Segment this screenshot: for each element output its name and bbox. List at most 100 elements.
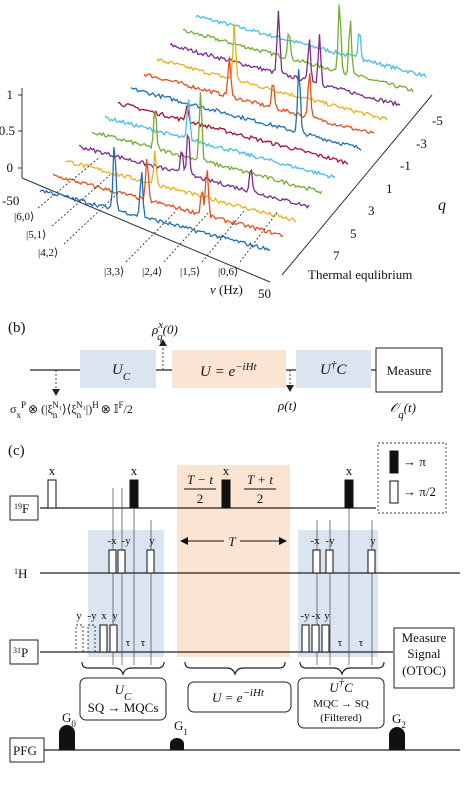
gradient-pulse: [59, 725, 75, 750]
pulse: [221, 479, 231, 509]
block-title: U†C: [329, 677, 353, 695]
pulse: [325, 549, 334, 574]
pulse: [129, 479, 139, 509]
q-tick-label: 1: [386, 181, 393, 196]
measure-label: Measure: [387, 363, 432, 378]
block-title: U = e−iHt: [212, 687, 265, 705]
brace: [184, 661, 286, 676]
u-label: U = e−iHt: [200, 361, 258, 380]
tau-label: τ: [359, 637, 364, 649]
nu-tick-label: -50: [2, 193, 19, 208]
phase-label: x: [131, 463, 138, 478]
rho-t-label: ρ(t): [277, 398, 297, 413]
pulse: [312, 549, 321, 574]
pulse: [367, 549, 376, 574]
rho0-label: ρx q(0): [151, 319, 178, 343]
arrowhead: [52, 389, 60, 396]
phase-label: x: [49, 463, 56, 478]
measure-box: [393, 627, 455, 689]
spectrum-trace: [39, 146, 271, 252]
brace: [81, 661, 165, 676]
state-label: |2,4⟩: [142, 266, 162, 278]
pulse: [109, 624, 118, 653]
pulse: [99, 624, 108, 653]
arrowhead: [159, 339, 167, 346]
label-bg: [224, 533, 240, 549]
pulse: [75, 624, 84, 653]
channel-label: 19F: [14, 501, 29, 516]
tau-label: τ: [338, 637, 343, 649]
block-box: [297, 677, 385, 729]
phase-label: -y: [300, 610, 310, 622]
nu-tick-label: 50: [258, 286, 271, 301]
legend-label: → π: [403, 454, 426, 469]
block-desc: (Filtered): [320, 712, 362, 724]
evolution-region: [177, 465, 290, 657]
state-label: |6,0⟩: [14, 211, 34, 223]
pulse: [146, 549, 155, 574]
phase-label: y: [149, 535, 155, 547]
ucd-region: [298, 530, 378, 657]
phase-label: -y: [121, 535, 131, 547]
state-label: |0,6⟩: [218, 266, 238, 278]
phase-label: -y: [87, 610, 97, 622]
ucd-label: U†C: [320, 359, 347, 378]
uc-label: UC: [112, 362, 131, 383]
z-tick-label: 0: [7, 160, 14, 175]
z-tick-label: 1: [7, 87, 14, 102]
legend-box: [377, 442, 447, 514]
legend-label: → π/2: [403, 484, 436, 499]
block-desc: SQ → MQCs: [88, 700, 159, 715]
pulse: [301, 624, 310, 653]
channel-label: 31P: [13, 645, 28, 660]
period-label: T: [228, 534, 236, 549]
measure-label: Measure: [402, 630, 447, 645]
pulse: [87, 624, 96, 653]
evo-fraction: T + t: [247, 472, 273, 487]
guide-line: [239, 210, 279, 263]
state-label: |5,1⟩: [26, 229, 46, 241]
q-tick-label: -1: [400, 158, 411, 173]
spectrum-trace: [52, 159, 284, 238]
pulse: [108, 549, 117, 574]
phase-label: -y: [325, 535, 335, 547]
thermal-label: Thermal equlibrium: [308, 267, 412, 282]
channel-box: [9, 495, 39, 521]
legend-pi-pulse: [389, 450, 399, 474]
phase-label: -x: [311, 610, 321, 622]
guide-line: [37, 156, 101, 209]
initial-state: σxP ⊗ (|ξnN₁⟩⟨ξnN₁|)H ⊗ 𝕀F/2: [10, 400, 133, 420]
gradient-pulse: [389, 727, 405, 750]
phase-label: x: [346, 463, 353, 478]
channel-label: 1H: [14, 566, 27, 581]
gradient-label: G1: [174, 718, 188, 737]
measure-box: [375, 347, 443, 393]
phase-label: x: [223, 463, 230, 478]
evo-fraction: 2: [257, 491, 264, 506]
circuit-diagram: (b) UC U = e−iHt U†C Measure ρx q(0) σxP ⊗…: [8, 319, 443, 421]
phase-label: y: [112, 610, 118, 622]
spectrum-trace: [169, 10, 401, 107]
block-box: [187, 681, 292, 713]
phase-label: x: [101, 610, 107, 622]
q-tick-label: 5: [350, 226, 357, 241]
spectrum-trace: [130, 69, 362, 151]
panel-label: (c): [8, 443, 25, 459]
spectrum-trace: [118, 102, 349, 166]
phase-label: -x: [107, 535, 117, 547]
evo-fraction: 2: [197, 491, 204, 506]
spectrum-trace: [143, 56, 375, 135]
gradient-label: G2: [392, 711, 406, 730]
phase-label: y: [76, 610, 82, 622]
nu-axis-label: ν (Hz): [210, 282, 243, 297]
q-tick-label: -3: [416, 136, 427, 151]
phase-label: -x: [310, 535, 320, 547]
channel-label: PFG: [13, 743, 37, 758]
uc-block: [80, 350, 156, 388]
spectrum-trace: [104, 99, 336, 179]
guide-line: [63, 192, 119, 245]
state-label: |4,2⟩: [38, 247, 58, 259]
channel-box: [9, 639, 39, 665]
ucd-block: [296, 350, 371, 388]
gradient-label: G0: [62, 710, 76, 729]
